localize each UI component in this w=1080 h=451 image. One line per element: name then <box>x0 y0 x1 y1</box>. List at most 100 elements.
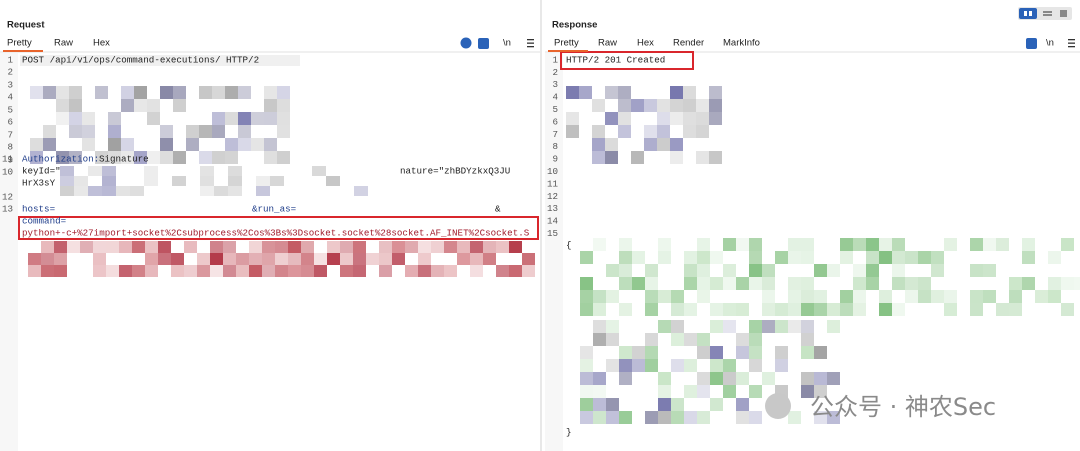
redacted-block <box>827 264 840 277</box>
redacted-block <box>236 265 249 277</box>
redacted-block <box>840 290 853 303</box>
redacted-block <box>496 265 509 277</box>
redacted-block <box>788 411 801 424</box>
redacted-block <box>28 253 41 265</box>
menu-icon <box>1068 46 1075 48</box>
tab[interactable]: Hex <box>637 38 654 49</box>
redacted-block <box>618 86 631 99</box>
redacted-block <box>723 264 736 277</box>
redacted-block <box>749 277 762 290</box>
redacted-block <box>606 290 619 303</box>
redacted-block <box>366 253 379 265</box>
redacted-block <box>1048 277 1061 290</box>
redacted-block <box>108 151 121 164</box>
redacted-block <box>619 372 632 385</box>
line-number: 5 <box>552 104 558 115</box>
menu-icon[interactable] <box>1068 39 1075 41</box>
code-text: Signature <box>99 153 149 164</box>
redacted-block <box>249 265 262 277</box>
menu-icon[interactable] <box>527 39 534 41</box>
tab[interactable]: Pretty <box>554 38 579 49</box>
newline-toggle[interactable]: \n <box>503 38 511 49</box>
line-number: 8 <box>7 141 13 152</box>
redacted-block <box>619 238 632 251</box>
redacted-block <box>130 186 144 196</box>
redacted-block <box>88 166 102 176</box>
redacted-block <box>275 253 288 265</box>
redacted-block <box>147 99 160 112</box>
redacted-block <box>277 112 290 125</box>
redacted-block <box>749 320 762 333</box>
icon-part <box>1029 11 1032 16</box>
redacted-block <box>256 186 270 196</box>
redacted-block <box>697 385 710 398</box>
redacted-block <box>69 99 82 112</box>
redacted-block <box>814 346 827 359</box>
redacted-block <box>631 151 644 164</box>
redacted-block <box>340 265 353 277</box>
tab[interactable]: Raw <box>598 38 617 49</box>
redacted-block <box>892 303 905 316</box>
redacted-block <box>710 372 723 385</box>
render-toggle-icon[interactable] <box>460 37 472 49</box>
redacted-block <box>879 290 892 303</box>
redacted-block <box>697 333 710 346</box>
redacted-block <box>199 125 212 138</box>
redacted-block <box>996 238 1009 251</box>
redacted-block <box>944 238 957 251</box>
redacted-block <box>996 303 1009 316</box>
tab[interactable]: MarkInfo <box>723 38 760 49</box>
redacted-block <box>199 151 212 164</box>
code-text: python+-c+%27import+socket%2Csubprocess%… <box>22 227 530 238</box>
redacted-block <box>801 346 814 359</box>
redacted-block <box>1022 277 1035 290</box>
tab[interactable]: Hex <box>93 38 110 49</box>
redacted-block <box>134 86 147 99</box>
tab[interactable]: Pretty <box>7 38 32 49</box>
tab[interactable]: Raw <box>54 38 73 49</box>
line-number: 6 <box>552 116 558 127</box>
redacted-block <box>736 303 749 316</box>
redacted-block <box>931 264 944 277</box>
redacted-block <box>593 290 606 303</box>
redacted-block <box>644 138 657 151</box>
tab[interactable]: Render <box>673 38 704 49</box>
redacted-block <box>697 251 710 264</box>
redacted-block <box>121 138 134 151</box>
redacted-block <box>93 253 106 265</box>
redacted-block <box>54 253 67 265</box>
redacted-block <box>683 99 696 112</box>
line-number: 3 <box>552 79 558 90</box>
redacted-block <box>262 265 275 277</box>
redacted-block <box>645 277 658 290</box>
redacted-block <box>762 372 775 385</box>
redacted-block <box>814 385 827 398</box>
redacted-block <box>1022 238 1035 251</box>
redacted-block <box>970 238 983 251</box>
pretty-print-icon[interactable] <box>478 38 489 49</box>
redacted-block <box>102 176 116 186</box>
redacted-block <box>256 176 270 186</box>
redacted-block <box>592 99 605 112</box>
watermark: 公众号 · 神农Sec <box>810 393 996 421</box>
redacted-block <box>56 151 69 164</box>
redacted-block <box>116 186 130 196</box>
redacted-block <box>392 241 405 253</box>
redacted-block <box>619 251 632 264</box>
redacted-block <box>1009 277 1022 290</box>
pretty-print-icon[interactable] <box>1026 38 1037 49</box>
line-number: 2 <box>7 66 13 77</box>
redacted-block <box>736 333 749 346</box>
redacted-block <box>379 241 392 253</box>
redacted-block <box>288 265 301 277</box>
code-text: Authorization: <box>22 153 99 164</box>
newline-toggle[interactable]: \n <box>1046 38 1054 49</box>
redacted-block <box>171 265 184 277</box>
redacted-block <box>277 125 290 138</box>
redacted-block <box>696 125 709 138</box>
redacted-block <box>762 264 775 277</box>
layout-split-button[interactable] <box>1019 8 1037 19</box>
redacted-block <box>618 112 631 125</box>
redacted-block <box>657 125 670 138</box>
redacted-block <box>210 253 223 265</box>
